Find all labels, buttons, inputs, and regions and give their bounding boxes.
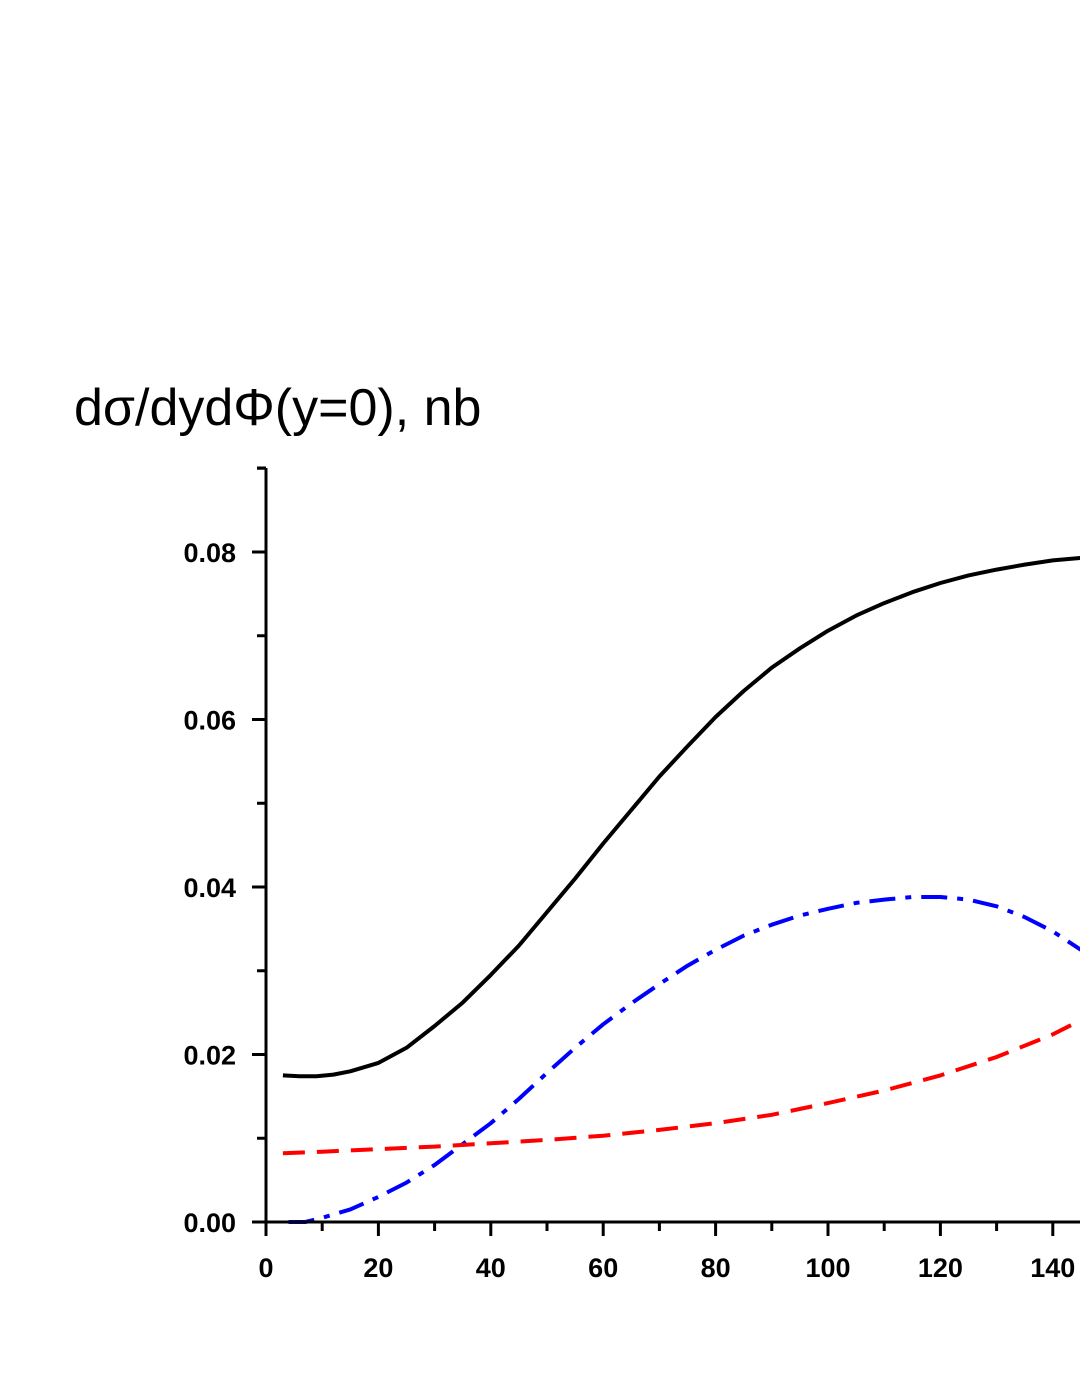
y-axis-title: dσ/dydΦ(y=0), nb xyxy=(74,379,481,437)
series-line-dashdot xyxy=(288,895,1080,1224)
x-tick-label: 60 xyxy=(588,1253,618,1283)
x-tick-label: 100 xyxy=(805,1253,850,1283)
x-tick-label: 140 xyxy=(1030,1253,1075,1283)
axes-group: 0.00 0.02 0.04 0.06 0.08 0 20 40 60 80 100 120 140 xyxy=(183,466,1080,1283)
y-tick-label: 0.00 xyxy=(183,1208,236,1238)
x-tick-label: 80 xyxy=(701,1253,731,1283)
y-tick-label: 0.08 xyxy=(183,538,236,568)
y-tick-label: 0.04 xyxy=(183,873,236,903)
x-tick-label: 0 xyxy=(258,1253,273,1283)
series-line-dashed xyxy=(282,1018,1080,1156)
curves-group xyxy=(282,555,1080,1224)
x-tick-label: 40 xyxy=(476,1253,506,1283)
y-tick-label: 0.06 xyxy=(183,706,236,736)
y-tick-label: 0.02 xyxy=(183,1041,236,1071)
series-line-solid xyxy=(282,555,1080,1079)
x-tick-label: 120 xyxy=(918,1253,963,1283)
x-tick-label: 20 xyxy=(363,1253,393,1283)
